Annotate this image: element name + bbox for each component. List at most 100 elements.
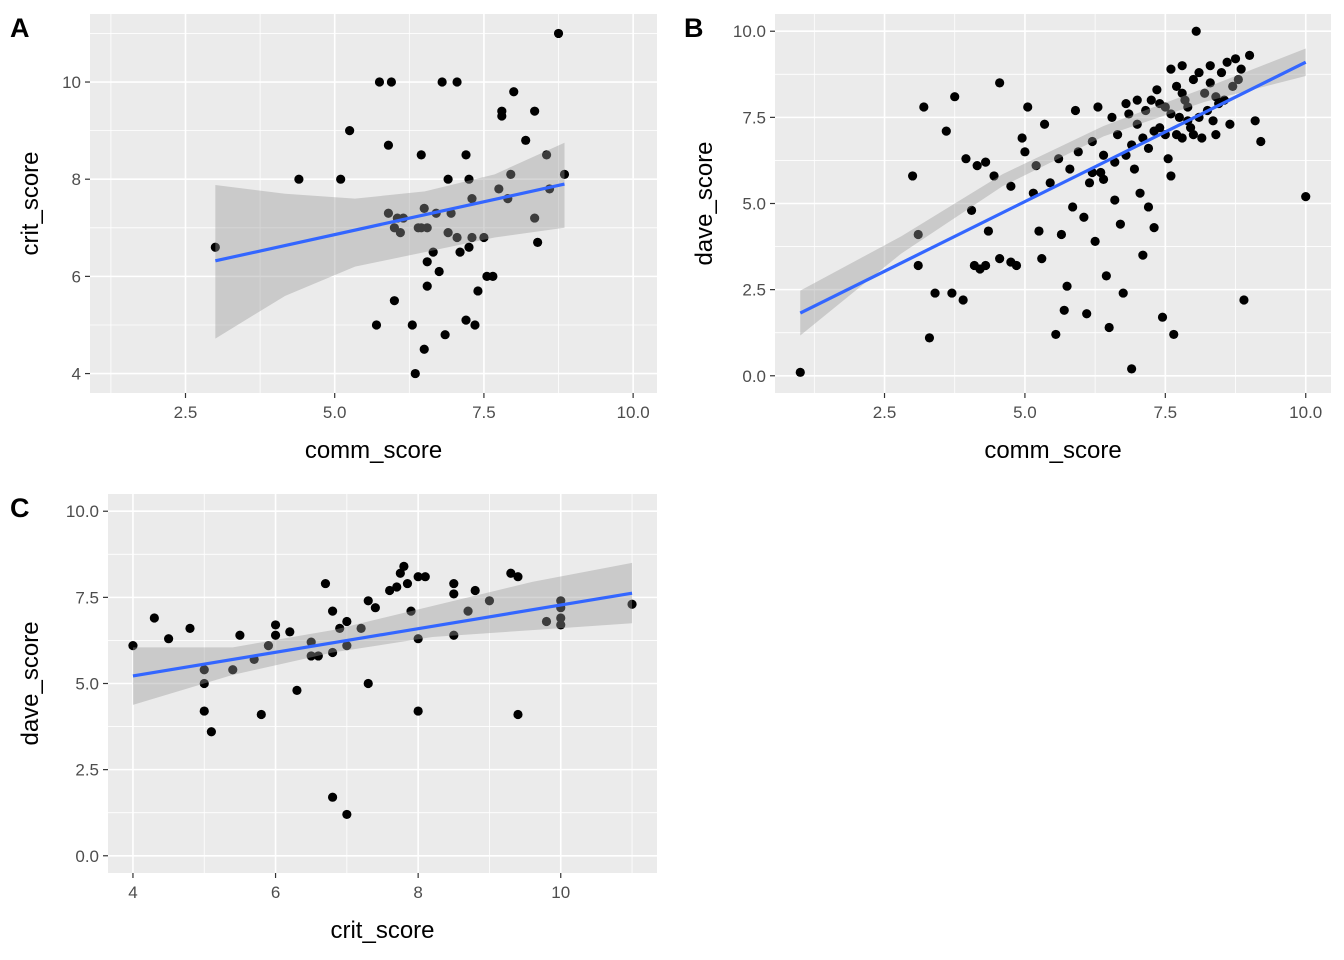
data-point <box>1020 147 1030 157</box>
data-point <box>1096 167 1106 178</box>
data-point <box>1031 161 1041 171</box>
data-point <box>919 102 929 112</box>
y-tick-label: 7.5 <box>742 108 766 127</box>
data-point <box>1129 164 1140 174</box>
data-point <box>1250 116 1260 126</box>
data-point <box>327 647 338 658</box>
data-point <box>913 229 923 240</box>
data-point <box>1138 250 1148 260</box>
x-tick-label: 10.0 <box>617 403 650 422</box>
data-point <box>530 213 540 223</box>
y-axis-title: crit_score <box>17 151 44 255</box>
scatter-points <box>795 26 1311 377</box>
data-point <box>467 232 477 243</box>
data-point <box>473 286 483 296</box>
data-point <box>413 572 423 582</box>
data-point <box>422 257 432 267</box>
data-point <box>443 228 453 238</box>
data-point <box>1163 154 1173 164</box>
data-point <box>995 254 1005 264</box>
data-point <box>1166 64 1176 74</box>
gridlines <box>90 14 657 393</box>
data-point <box>410 368 420 379</box>
data-point <box>1034 226 1044 236</box>
data-point <box>1301 192 1311 202</box>
x-tick-label: 6 <box>271 883 280 902</box>
data-point <box>1115 219 1125 229</box>
data-point <box>1177 88 1187 98</box>
data-point <box>1087 136 1097 147</box>
data-point <box>449 589 459 599</box>
gridlines <box>775 14 1331 393</box>
data-point <box>513 572 523 582</box>
axes: 4 6 8 10 0.0 2.5 5.0 7.5 10.0 <box>66 502 570 902</box>
data-point <box>464 242 474 252</box>
data-point <box>294 174 304 184</box>
data-point <box>327 606 338 616</box>
data-point <box>1135 188 1145 198</box>
data-point <box>627 599 637 609</box>
data-point <box>313 651 323 661</box>
x-tick-label: 4 <box>128 883 137 902</box>
data-point <box>395 228 405 238</box>
data-point <box>256 709 266 720</box>
data-point <box>1177 61 1187 71</box>
data-point <box>1160 102 1170 112</box>
data-point <box>1146 95 1156 105</box>
data-point <box>1112 129 1123 140</box>
data-point <box>930 288 940 298</box>
data-point <box>972 161 982 171</box>
data-point <box>452 77 462 87</box>
data-point <box>1132 119 1142 129</box>
data-point <box>402 578 413 589</box>
y-tick-label: 5.0 <box>742 195 766 214</box>
data-point <box>1079 212 1089 222</box>
data-point <box>467 194 477 204</box>
data-point <box>164 634 174 644</box>
data-point <box>1023 102 1033 112</box>
data-point <box>185 623 195 633</box>
data-point <box>924 333 935 343</box>
x-tick-label: 2.5 <box>873 403 897 422</box>
data-point <box>336 174 346 184</box>
data-point <box>556 613 566 623</box>
data-point <box>1197 133 1207 143</box>
data-point <box>484 596 495 606</box>
data-point <box>199 678 209 689</box>
data-point <box>1222 57 1232 67</box>
data-point <box>463 606 473 616</box>
data-point <box>1171 129 1182 140</box>
data-point <box>452 232 462 243</box>
y-tick-label: 6 <box>72 267 81 286</box>
data-point <box>506 169 516 179</box>
data-point <box>541 616 552 627</box>
data-point <box>1059 305 1069 315</box>
x-axis-title: crit_score <box>330 917 434 944</box>
data-point <box>1166 171 1176 181</box>
data-point <box>1230 54 1241 64</box>
data-point <box>556 620 566 630</box>
data-point <box>1070 105 1081 116</box>
data-point <box>1065 164 1075 174</box>
y-tick-label: 10.0 <box>66 502 99 521</box>
data-point <box>395 568 405 578</box>
confidence-band <box>800 48 1306 336</box>
data-point <box>488 271 498 281</box>
data-point <box>1233 74 1243 85</box>
data-point <box>1073 147 1083 157</box>
data-point <box>270 630 281 640</box>
data-point <box>983 226 994 236</box>
y-axis-title: dave_score <box>17 621 44 745</box>
data-point <box>386 77 397 87</box>
x-tick-label: 10 <box>551 883 570 902</box>
data-point <box>1256 136 1266 147</box>
data-point <box>1107 112 1117 122</box>
data-point <box>392 582 402 592</box>
data-point <box>1118 288 1128 298</box>
confidence-band <box>215 142 565 339</box>
data-point <box>1068 202 1078 212</box>
data-point <box>1244 50 1255 60</box>
y-tick-label: 7.5 <box>75 588 99 607</box>
data-point <box>270 620 281 630</box>
data-point <box>941 126 951 136</box>
